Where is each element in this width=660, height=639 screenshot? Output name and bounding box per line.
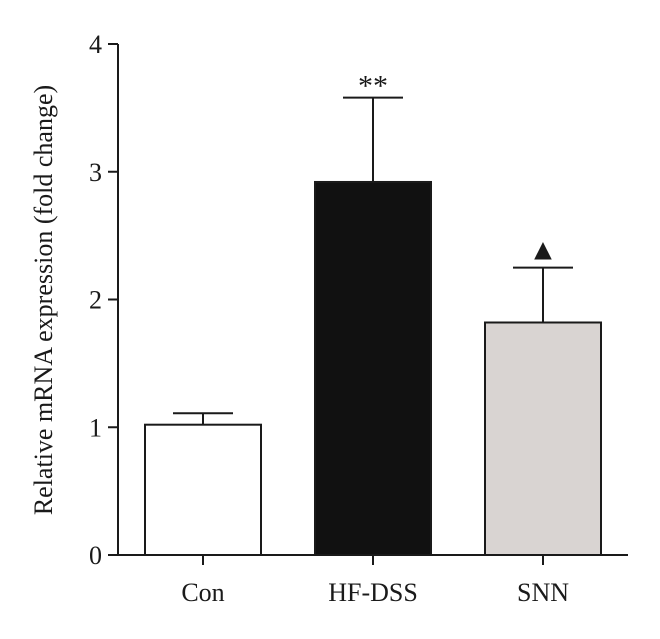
bar-con xyxy=(144,423,262,556)
y-axis-label: Relative mRNA expression (fold change) xyxy=(29,85,58,515)
labels: 0 1 2 3 4 Con HF-DSS ** SNN ▲ xyxy=(89,30,569,607)
x-tick-label-snn: SNN xyxy=(517,578,569,607)
y-tick-label: 1 xyxy=(89,413,102,442)
significance-marker-hf-dss: ** xyxy=(358,70,388,103)
y-tick-label: 3 xyxy=(89,158,102,187)
bars xyxy=(144,180,602,556)
y-tick-label: 2 xyxy=(89,286,102,315)
bar-hf-dss xyxy=(314,180,432,556)
y-tick-label: 0 xyxy=(89,541,102,570)
y-tick-label: 4 xyxy=(89,30,102,59)
bar-snn xyxy=(484,321,602,556)
x-tick-label-hf-dss: HF-DSS xyxy=(328,578,418,607)
error-bars xyxy=(173,96,573,425)
x-tick-label-con: Con xyxy=(181,578,224,607)
significance-marker-snn: ▲ xyxy=(528,234,558,267)
